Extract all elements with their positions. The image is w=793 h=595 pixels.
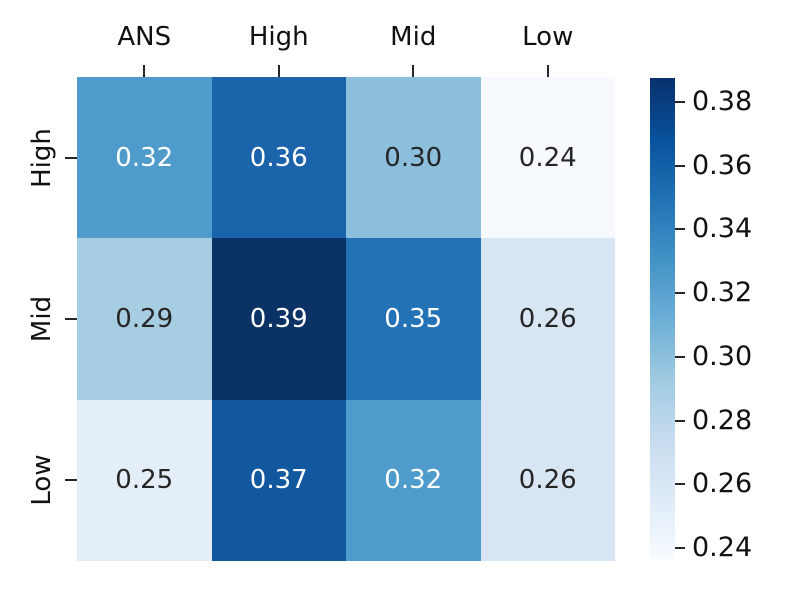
colorbar-tick-mark-0.24 (675, 546, 685, 549)
x-tick-label-low: Low (522, 22, 574, 52)
y-tick-label-high: High (27, 127, 57, 188)
y-tick-label-low: Low (27, 454, 57, 506)
heatmap-cell-high-ans: 0.32 (77, 77, 212, 239)
colorbar-tick-mark-0.36 (675, 164, 685, 167)
colorbar-tick-label-0.30: 0.30 (692, 340, 753, 372)
heatmap-cell-mid-low: 0.26 (480, 238, 615, 400)
colorbar-tick-label-0.34: 0.34 (692, 213, 753, 245)
x-tick-mark-low (546, 65, 549, 77)
x-tick-mark-ans (143, 65, 146, 77)
x-tick-label-high: High (248, 22, 309, 52)
colorbar-tick-mark-0.32 (675, 292, 685, 295)
heatmap-cell-low-mid: 0.32 (346, 399, 481, 561)
colorbar-tick-mark-0.38 (675, 101, 685, 103)
heatmap-cell-low-high: 0.37 (211, 399, 346, 561)
colorbar-tick-label-0.24: 0.24 (692, 531, 753, 563)
heatmap-cell-mid-high: 0.39 (211, 238, 346, 400)
heatmap-cell-low-ans: 0.25 (77, 399, 212, 561)
x-tick-mark-high (277, 65, 280, 77)
heatmap-cell-mid-mid: 0.35 (346, 238, 481, 400)
y-tick-mark-mid (65, 318, 77, 320)
heatmap-cell-low-low: 0.26 (480, 399, 615, 561)
heatmap-cell-mid-ans: 0.29 (77, 238, 212, 400)
x-axis-labels: ANS High Mid Low (77, 22, 615, 58)
x-tick-label-ans: ANS (117, 22, 172, 52)
heatmap-grid: 0.32 0.36 0.30 0.24 0.29 0.39 0.35 0.26 0.25 0.37… (77, 77, 615, 561)
colorbar-tick-label-0.32: 0.32 (692, 277, 753, 309)
y-tick-mark-high (65, 156, 77, 159)
heatmap-cell-high-mid: 0.30 (346, 77, 481, 239)
colorbar-tick-mark-0.28 (675, 419, 685, 422)
colorbar-tick-label-0.36: 0.36 (692, 149, 753, 181)
heatmap-cell-high-low: 0.24 (480, 77, 615, 239)
y-tick-label-mid: Mid (27, 295, 57, 343)
colorbar-tick-label-0.26: 0.26 (692, 468, 753, 500)
colorbar-tick-label-0.28: 0.28 (692, 404, 753, 436)
x-tick-label-mid: Mid (390, 22, 437, 52)
colorbar (650, 78, 675, 559)
colorbar-tick-label-0.38: 0.38 (692, 85, 753, 117)
heatmap-cell-high-high: 0.36 (211, 77, 346, 239)
colorbar-tick-mark-0.26 (675, 483, 685, 486)
colorbar-tick-mark-0.34 (675, 228, 685, 231)
x-tick-mark-mid (412, 65, 415, 77)
colorbar-tick-mark-0.30 (675, 355, 685, 358)
y-tick-mark-low (65, 479, 77, 482)
